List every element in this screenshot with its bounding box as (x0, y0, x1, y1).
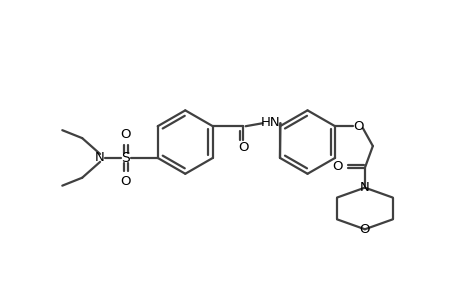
Text: O: O (353, 120, 364, 133)
Text: O: O (359, 223, 369, 236)
Text: O: O (331, 160, 341, 173)
Text: S: S (121, 151, 130, 165)
Text: HN: HN (260, 116, 280, 129)
Text: O: O (120, 175, 131, 188)
Text: N: N (359, 181, 369, 194)
Text: O: O (238, 140, 248, 154)
Text: O: O (120, 128, 131, 141)
Text: N: N (95, 152, 105, 164)
